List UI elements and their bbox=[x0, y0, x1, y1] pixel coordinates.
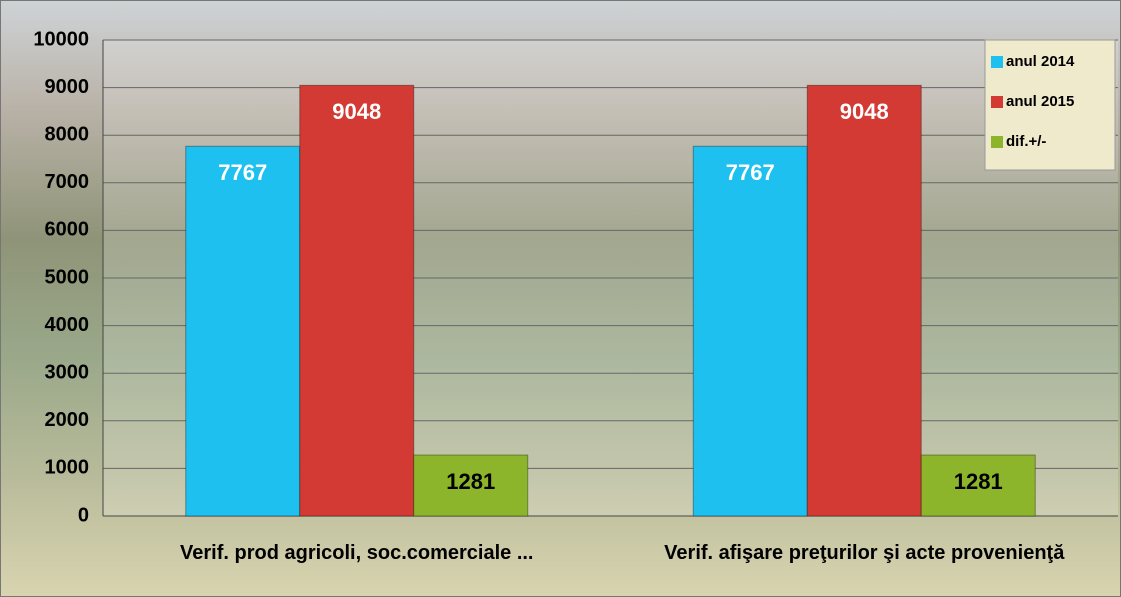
legend-label: anul 2014 bbox=[1006, 53, 1075, 70]
x-tick-label: Verif. prod agricoli, soc.comerciale ... bbox=[127, 541, 587, 565]
y-tick-label: 10000 bbox=[33, 28, 89, 50]
data-label: 1281 bbox=[954, 469, 1003, 494]
data-label: 1281 bbox=[446, 469, 495, 494]
y-tick-label: 2000 bbox=[45, 409, 90, 431]
chart: 0 1000 2000 3000 4000 5000 6000 7000 8000 9000 100… bbox=[0, 0, 1121, 597]
bar bbox=[300, 85, 414, 516]
y-tick-label: 0 bbox=[78, 504, 89, 526]
x-tick-label: Verif. afişare preţurilor şi acte proven… bbox=[634, 541, 1094, 565]
y-tick-label: 7000 bbox=[45, 171, 90, 193]
bar bbox=[186, 146, 300, 516]
y-tick-label: 3000 bbox=[45, 361, 90, 383]
y-tick-label: 6000 bbox=[45, 219, 90, 241]
chart-container: 0 1000 2000 3000 4000 5000 6000 7000 8000 9000 100… bbox=[0, 0, 1121, 597]
y-tick-label: 4000 bbox=[45, 314, 90, 336]
y-tick-label: 5000 bbox=[45, 266, 90, 288]
legend-swatch bbox=[991, 56, 1003, 68]
legend-label: anul 2015 bbox=[1006, 93, 1074, 110]
y-tick-label: 1000 bbox=[45, 457, 90, 479]
data-label: 7767 bbox=[218, 160, 267, 185]
y-tick-label: 8000 bbox=[45, 123, 90, 145]
data-label: 7767 bbox=[726, 160, 775, 185]
data-label: 9048 bbox=[840, 99, 889, 124]
data-label: 9048 bbox=[332, 99, 381, 124]
legend-swatch bbox=[991, 96, 1003, 108]
legend-label: dif.+/- bbox=[1006, 133, 1046, 150]
bar bbox=[693, 146, 807, 516]
bar bbox=[807, 85, 921, 516]
legend-swatch bbox=[991, 136, 1003, 148]
y-tick-label: 9000 bbox=[45, 76, 90, 98]
